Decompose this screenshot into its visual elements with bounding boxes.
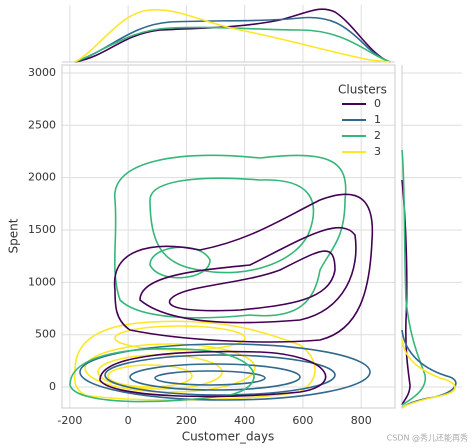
y-tick-label: 0 xyxy=(49,380,56,393)
contour xyxy=(149,177,315,274)
contour xyxy=(129,363,301,391)
contour xyxy=(114,325,246,351)
marginal-curve xyxy=(401,329,457,409)
contour xyxy=(149,246,211,279)
legend-label: 0 xyxy=(374,97,381,110)
contour xyxy=(113,154,347,319)
contour xyxy=(99,350,327,398)
legend-label: 1 xyxy=(374,113,381,126)
contour xyxy=(69,347,255,403)
contour xyxy=(107,364,193,388)
marginal-curve xyxy=(74,26,391,63)
y-axis-label: Spent xyxy=(7,218,21,253)
x-tick-label: 0 xyxy=(125,414,132,427)
y-tick-label: 3000 xyxy=(28,66,56,79)
x-tick-label: 600 xyxy=(292,414,313,427)
contour xyxy=(139,226,357,324)
legend: Clusters 0 1 2 3 xyxy=(338,83,387,159)
legend-label: 2 xyxy=(374,129,381,142)
contours xyxy=(69,154,374,403)
watermark: CSDN @秀儿还能再秀 xyxy=(387,433,468,443)
x-tick-label: -200 xyxy=(57,414,82,427)
y-tick-label: 1500 xyxy=(28,223,56,236)
right-marginal xyxy=(401,149,457,409)
x-tick-label: 400 xyxy=(234,414,255,427)
legend-title: Clusters xyxy=(338,83,387,97)
y-tick-label: 2500 xyxy=(28,118,56,131)
y-tick-label: 1000 xyxy=(28,275,56,288)
contour xyxy=(154,370,266,386)
x-tick-label: 200 xyxy=(176,414,197,427)
main-axes-frame xyxy=(61,64,396,409)
y-tick-label: 500 xyxy=(35,328,56,341)
marginal-curve xyxy=(74,8,391,63)
contour xyxy=(168,250,336,312)
contour xyxy=(113,193,374,343)
marginal-curve xyxy=(74,9,391,63)
legend-label: 3 xyxy=(374,145,381,158)
x-tick-label: 800 xyxy=(351,414,372,427)
contour xyxy=(84,343,256,393)
contour xyxy=(104,354,336,396)
y-tick-label: 2000 xyxy=(28,171,56,184)
x-axis-label: Customer_days xyxy=(182,430,275,444)
contour xyxy=(79,343,371,401)
marginal-curve xyxy=(74,16,391,63)
marginal-curve xyxy=(401,339,456,409)
marginal-curve xyxy=(401,149,427,406)
contour xyxy=(73,320,316,401)
top-marginal xyxy=(74,8,391,63)
